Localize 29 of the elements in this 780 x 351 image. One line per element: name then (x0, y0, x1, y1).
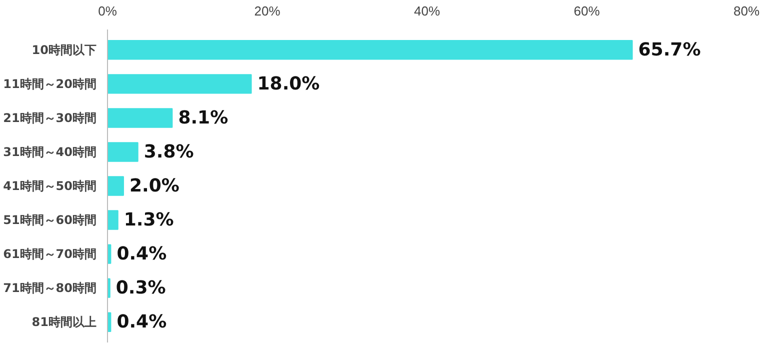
bar (108, 176, 124, 196)
data-label: 0.4% (116, 244, 167, 265)
data-label: 8.1% (178, 107, 228, 128)
data-label: 65.7% (638, 39, 701, 60)
y-tick-label: 21時間～30時間 (3, 110, 97, 125)
y-tick-label: 31時間～40時間 (3, 144, 97, 159)
x-tick-label: 80% (733, 4, 760, 18)
data-label: 2.0% (129, 176, 180, 196)
x-tick-label: 0% (98, 4, 118, 18)
data-label: 0.3% (116, 278, 166, 299)
bar (108, 74, 252, 94)
data-label: 1.3% (124, 210, 174, 231)
x-tick-label: 20% (254, 4, 281, 18)
x-tick-label: 40% (414, 4, 440, 18)
data-label: 0.4% (116, 312, 167, 333)
data-label: 3.8% (144, 141, 194, 162)
bar (108, 108, 173, 128)
x-tick-label: 60% (574, 4, 600, 18)
y-tick-label: 41時間～50時間 (3, 179, 97, 193)
bar (108, 210, 118, 230)
y-tick-label: 81時間以上 (32, 315, 97, 330)
bar (108, 142, 138, 162)
data-label: 18.0% (257, 73, 320, 94)
bar (108, 40, 633, 60)
y-tick-label: 61時間～70時間 (3, 247, 97, 262)
y-tick-label: 11時間～20時間 (3, 76, 97, 91)
y-tick-label: 51時間～60時間 (3, 213, 97, 228)
y-tick-label: 71時間～80時間 (3, 281, 97, 296)
y-tick-label: 10時間以下 (32, 42, 97, 57)
